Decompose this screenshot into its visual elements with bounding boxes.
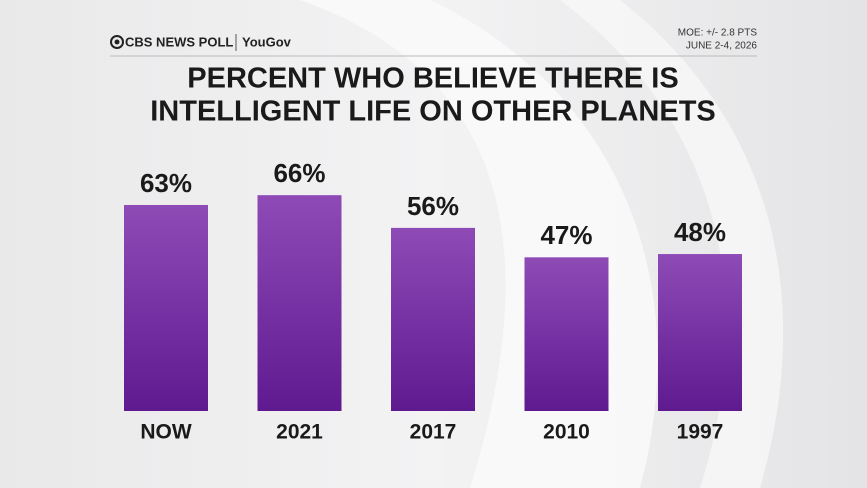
cbs-eye [110, 35, 124, 49]
bar [124, 204, 208, 411]
x-tick-label: NOW [140, 421, 192, 444]
brand: CBS NEWS POLL [125, 34, 233, 49]
bar [391, 227, 475, 411]
cbs-eye [114, 39, 120, 45]
note: JUNE 2-4, 2026 [686, 41, 758, 52]
value-label: 63% [140, 168, 192, 198]
value-label: 47% [540, 220, 592, 250]
value-label: 56% [407, 191, 459, 221]
x-tick-label: 2017 [410, 421, 457, 444]
bar [524, 257, 609, 411]
chart-title: INTELLIGENT LIFE ON OTHER PLANETS [150, 96, 716, 128]
x-tick-label: 2010 [543, 421, 590, 444]
x-tick-label: 1997 [677, 421, 724, 444]
chart-title: PERCENT WHO BELIEVE THERE IS [187, 63, 678, 95]
note: MOE: +/- 2.8 PTS [678, 28, 758, 39]
partner: YouGov [242, 34, 292, 49]
value-label: 66% [273, 158, 325, 188]
x-tick-label: 2021 [276, 421, 323, 444]
value-label: 48% [674, 217, 726, 247]
bar [257, 195, 342, 411]
bar [658, 254, 742, 411]
